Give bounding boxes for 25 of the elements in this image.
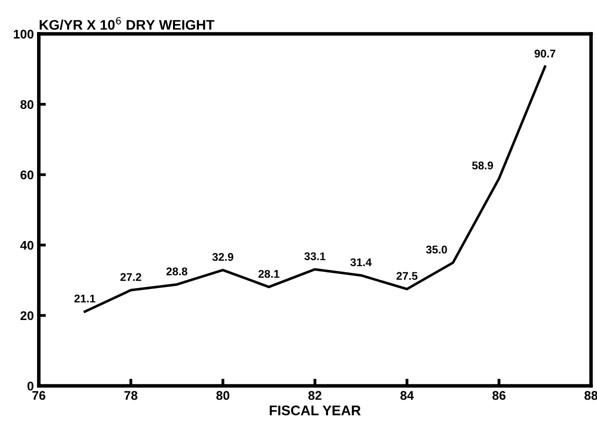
data-label: 35.0 [426,246,447,254]
x-tick-label: 78 [124,391,138,400]
x-tick-label: 76 [32,391,46,400]
data-label: 31.4 [350,258,372,266]
y-tick-label: 60 [20,170,34,180]
y-tick-label: 0 [27,382,34,390]
x-tick-label: 80 [216,391,230,400]
x-tick-label: 82 [308,391,322,400]
data-label: 27.2 [120,273,142,281]
y-tick-label: 40 [20,240,34,250]
y-tick-label: 100 [14,30,34,39]
data-label: 28.8 [166,267,188,276]
y-tick-label: 20 [20,311,34,320]
chart-title: KG/YR X 10$^{6}$ DRY WEIGHT [40,17,214,30]
data-label: 32.9 [212,253,234,261]
data-label: 90.7 [534,50,556,58]
x-axis-title: FISCAL YEAR [270,406,361,416]
data-label: 58.9 [472,162,494,170]
y-tick-label: 80 [20,100,34,109]
data-label: 33.1 [304,252,326,260]
x-tick-label: 84 [400,391,414,400]
data-label: 28.1 [258,270,280,278]
data-label: 27.5 [396,272,418,280]
data-label: 21.1 [74,294,96,302]
x-tick-label: 86 [492,391,506,400]
